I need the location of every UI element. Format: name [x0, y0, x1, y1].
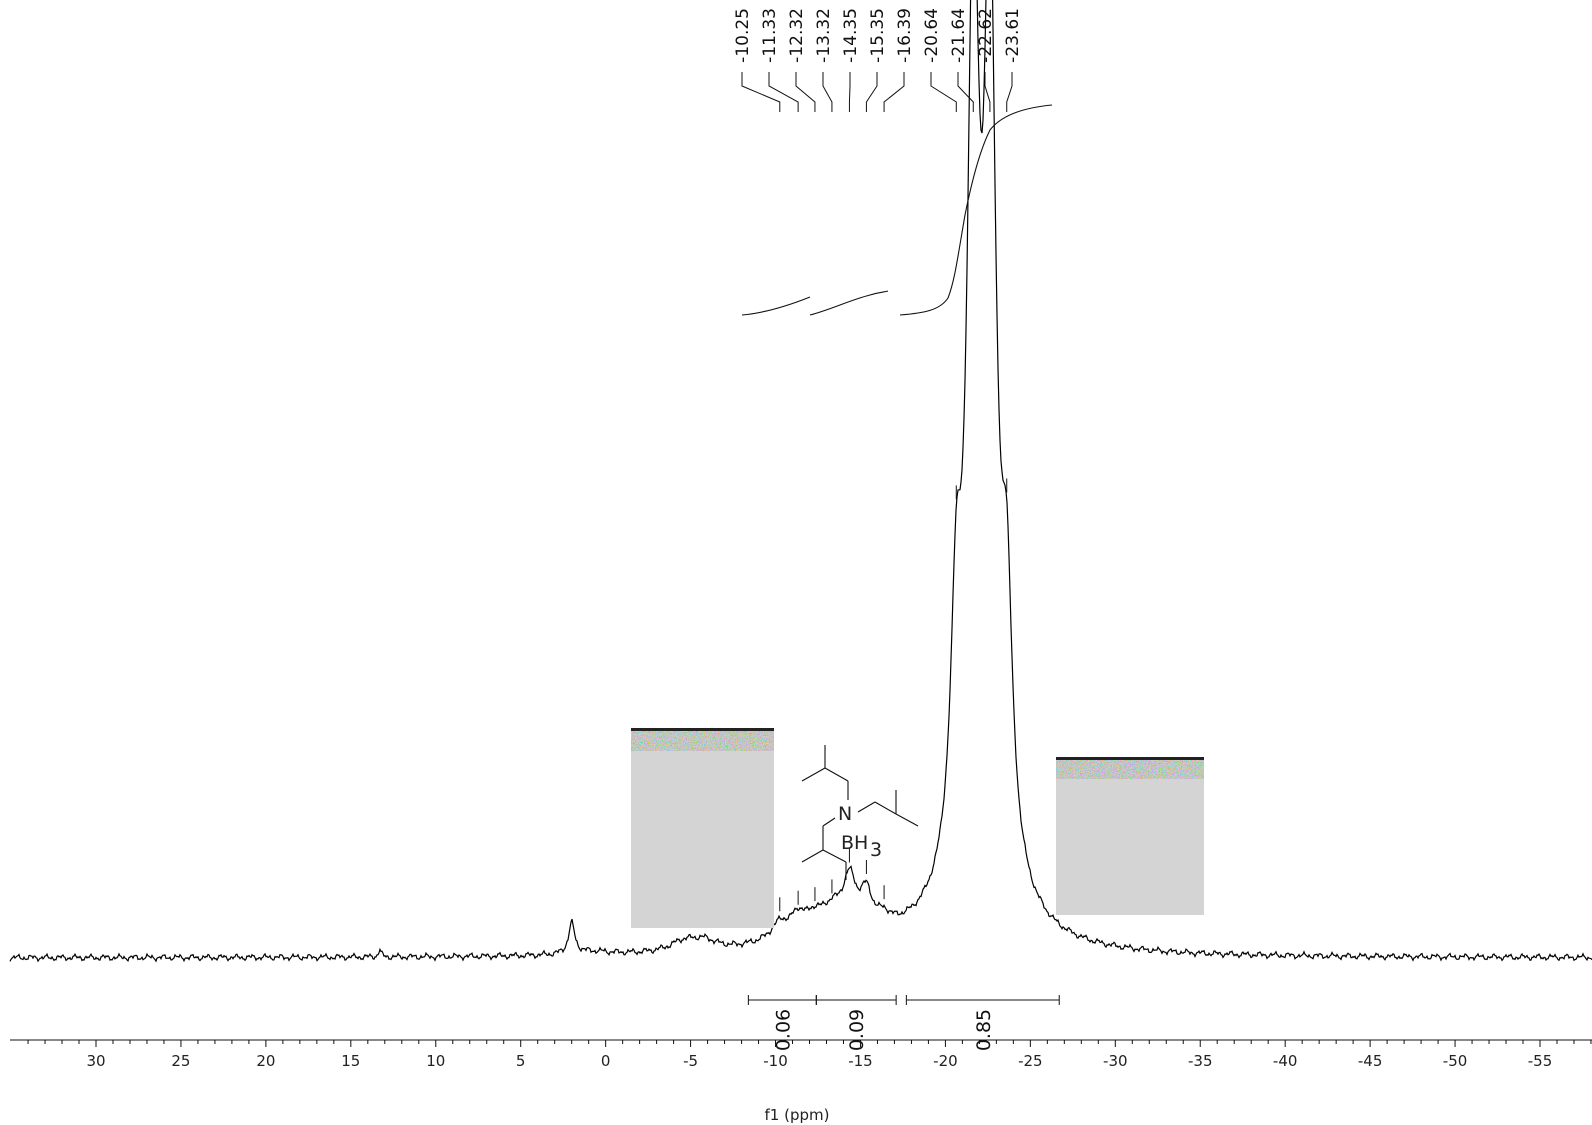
integral-curve [809, 290, 889, 316]
integral-value: 0.85 [973, 1009, 995, 1051]
peak-label-connector [984, 72, 991, 112]
x-tick-label: 0 [601, 1052, 611, 1070]
x-axis-title: f1 (ppm) [765, 1106, 830, 1124]
noise-patch-left [631, 728, 774, 928]
peak-label-connector [1006, 72, 1013, 112]
x-tick-label: 20 [256, 1052, 275, 1070]
integral-bracket [747, 995, 817, 1005]
integral-bracket [815, 995, 897, 1005]
noise-patch-left-graphic [631, 728, 774, 928]
spectrum-layer [9, 0, 1592, 963]
integral-bracket [905, 995, 1060, 1005]
peak-label-connector [741, 72, 781, 112]
peak-label-connector [848, 72, 851, 112]
x-tick-label: -20 [933, 1052, 958, 1070]
x-tick-label: 5 [516, 1052, 526, 1070]
peak-label: -12.32 [787, 8, 807, 63]
molecule-borane-label: BH [841, 832, 868, 854]
x-tick-label: -45 [1358, 1052, 1383, 1070]
spectrum-line [9, 0, 1592, 963]
x-tick-label: -10 [763, 1052, 788, 1070]
molecule-structure [801, 745, 919, 880]
x-tick-label: -25 [1018, 1052, 1043, 1070]
integral-layer: 0.06 0.09 0.85 [741, 104, 1060, 1051]
x-tick-label: 30 [86, 1052, 105, 1070]
peak-label: -15.35 [868, 8, 888, 63]
x-tick-label: 25 [171, 1052, 190, 1070]
peak-label-connector [930, 72, 957, 112]
x-tick-label: -5 [683, 1052, 698, 1070]
peak-label: -20.64 [922, 8, 942, 63]
x-tick-label: -50 [1443, 1052, 1468, 1070]
integral-curve [899, 104, 1053, 316]
peak-label: -22.62 [976, 8, 996, 63]
molecule-nitrogen-label: N [838, 803, 852, 825]
peak-label: -21.64 [949, 8, 969, 63]
x-tick-label: -15 [848, 1052, 873, 1070]
molecule-borane-subscript: 3 [870, 839, 882, 861]
peak-label: -16.39 [895, 8, 915, 63]
peak-label-connector [768, 72, 799, 112]
x-tick-label: 15 [341, 1052, 360, 1070]
integral-value: 0.06 [772, 1009, 794, 1051]
x-tick-label: -55 [1528, 1052, 1553, 1070]
peak-label: -11.33 [760, 8, 780, 63]
x-tick-label: -35 [1188, 1052, 1213, 1070]
peak-label: -23.61 [1003, 8, 1023, 63]
x-axis: 30 25 20 15 10 5 0 -5 -10 -15 -20 -25 -30 -35 -40 -45 -5… [10, 1039, 1592, 1070]
peak-label-connector [865, 72, 878, 112]
peak-label: -10.25 [733, 8, 753, 63]
peak-label-connector [795, 72, 816, 112]
integral-curve [741, 296, 811, 316]
noise-patch-right-graphic [1056, 757, 1204, 915]
integral-value: 0.09 [846, 1009, 868, 1051]
peak-label-connector [883, 72, 905, 112]
peak-label: -13.32 [814, 8, 834, 63]
peak-label-layer: -10.25 -11.33 -12.32 -13.32 -14.35 -15.35 -16.… [733, 8, 1023, 112]
x-tick-label: -30 [1103, 1052, 1128, 1070]
peak-label: -14.35 [841, 8, 861, 63]
x-tick-label: 10 [426, 1052, 445, 1070]
x-tick-label: -40 [1273, 1052, 1298, 1070]
peak-label-connector [957, 72, 974, 112]
peak-label-connector [822, 72, 833, 112]
noise-patch-right [1056, 757, 1204, 915]
